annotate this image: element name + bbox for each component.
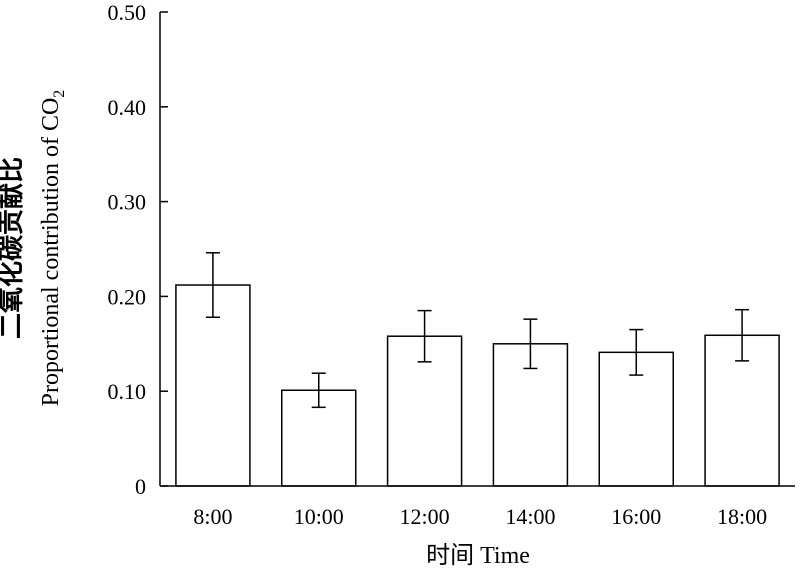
error-bar-1200 [417, 309, 432, 363]
x-tick-label: 10:00 [294, 504, 344, 529]
y-tick-label: 0.10 [108, 379, 147, 404]
x-tick-label: 14:00 [505, 504, 555, 529]
y-axis-title-english-main: Proportional contribution of CO [38, 98, 64, 407]
plot-area [175, 252, 780, 487]
x-axis-title: 时间 Time [426, 542, 530, 569]
y-tick-label: 0.20 [108, 284, 147, 309]
y-tick-label: 0.40 [108, 95, 147, 120]
x-tick-label: 18:00 [717, 504, 767, 529]
y-axis-title-english: Proportional contribution of CO2 [38, 90, 68, 407]
error-bar-1000 [311, 372, 326, 409]
error-bar-800 [205, 252, 220, 319]
y-axis-title-subscript: 2 [51, 90, 68, 98]
y-tick-label: 0 [135, 474, 146, 499]
error-bar-1800 [735, 308, 750, 362]
y-axis-title: 二氧化碳贡献比 Proportional contribution of CO2 [0, 90, 68, 407]
error-bar-1600 [629, 328, 644, 376]
x-tick-label: 16:00 [611, 504, 661, 529]
y-axis-title-chinese: 二氧化碳贡献比 [0, 157, 26, 339]
bar-800 [175, 284, 251, 487]
x-tick-label: 12:00 [400, 504, 450, 529]
y-tick-label: 0.50 [108, 0, 147, 25]
x-tick-label: 8:00 [193, 504, 232, 529]
error-bar-1400 [523, 318, 538, 370]
axes: 8:00 10:00 12:00 14:00 16:00 18:00 0 0.10 0.20 0.… [108, 0, 795, 529]
y-tick-label: 0.30 [108, 190, 147, 215]
